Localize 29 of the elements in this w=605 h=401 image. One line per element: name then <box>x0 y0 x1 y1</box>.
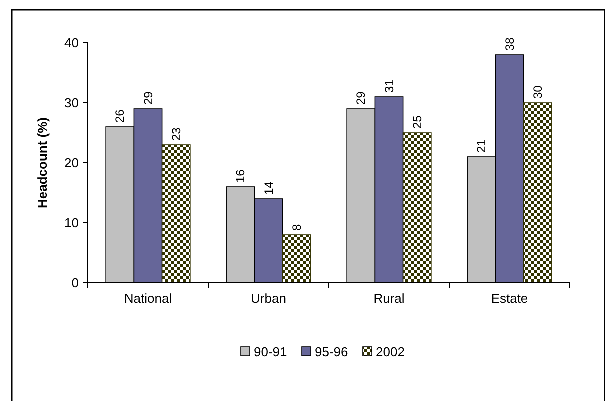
data-label: 30 <box>530 85 545 99</box>
legend-label: 2002 <box>376 344 405 360</box>
y-tick-label: 20 <box>64 156 79 171</box>
data-label: 25 <box>410 115 424 129</box>
data-label: 21 <box>474 139 489 153</box>
bar <box>282 234 312 284</box>
y-tick-label: 10 <box>64 216 79 231</box>
data-label: 29 <box>141 91 156 105</box>
data-label: 38 <box>502 37 517 51</box>
bar <box>523 102 552 284</box>
x-tick-label: Urban <box>251 291 286 306</box>
data-label: 29 <box>354 91 368 105</box>
y-tick-label: 30 <box>64 96 79 111</box>
x-tick-label: Estate <box>491 291 528 306</box>
y-tick-label: 40 <box>64 36 79 51</box>
data-label: 31 <box>382 79 396 93</box>
data-label: 14 <box>262 181 276 195</box>
x-tick-label: National <box>124 291 172 306</box>
data-label: 23 <box>169 127 184 141</box>
x-tick-label: Rural <box>374 291 405 306</box>
bar <box>402 132 432 284</box>
data-label: 26 <box>113 109 128 123</box>
y-tick-label: 0 <box>72 276 79 291</box>
bar <box>162 144 191 284</box>
data-label: 16 <box>234 169 248 183</box>
legend-label: 95-96 <box>315 344 348 360</box>
legend-label: 90-91 <box>254 344 288 360</box>
data-label: 8 <box>290 224 304 231</box>
y-axis-title: Headcount (%) <box>35 118 50 208</box>
